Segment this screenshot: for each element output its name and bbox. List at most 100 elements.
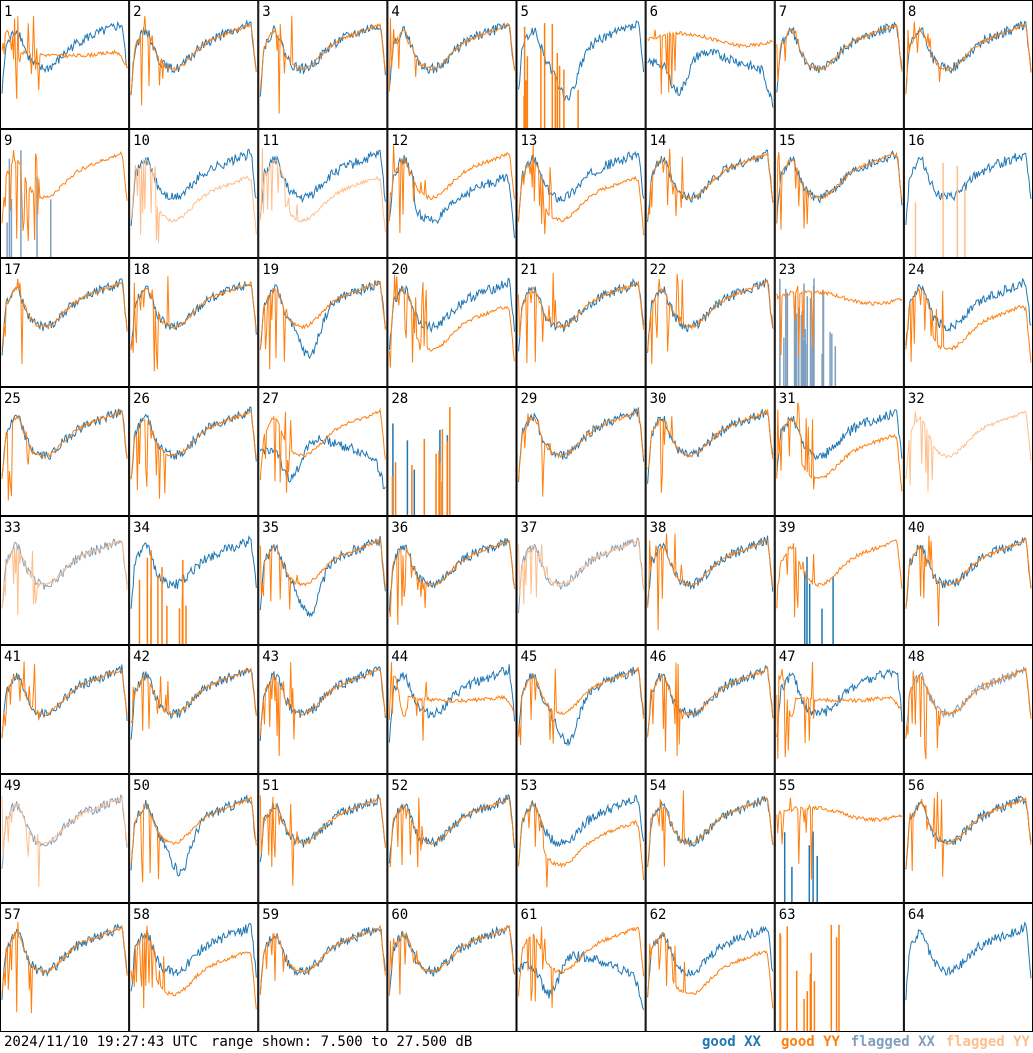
good-yy-line [259,795,386,886]
good-yy-line [518,272,645,364]
good-xx-line [130,793,257,877]
good-yy-line [647,931,774,1009]
panel-label: 45 [521,649,538,665]
panel-frame [774,0,904,129]
panel-24: 24 [903,258,1033,387]
panel-frame [387,516,517,645]
panel-frame [645,0,775,129]
panel-label: 55 [779,778,796,794]
good-xx-line [905,152,1032,225]
panel-64: 64 [903,903,1033,1032]
legend-good-xx: good XX [701,1034,761,1050]
panel-frame [903,129,1033,258]
good-yy-line [130,15,257,106]
panel-34: 34 [129,516,259,645]
good-yy-line [647,148,774,220]
flagged-yy-line [1,539,128,616]
panel-label: 32 [908,391,925,407]
good-xx-line [388,793,515,864]
flagged-yy-line [905,411,1032,492]
panel-frame [774,129,904,258]
good-xx-line [130,535,257,609]
panel-label: 13 [521,133,538,149]
flagged-yy-line [259,148,386,233]
panel-22: 22 [645,258,775,387]
panel-frame [0,129,130,258]
panel-label: 37 [521,520,538,536]
panel-label: 60 [391,907,408,923]
panel-label: 3 [262,4,270,20]
panel-43: 43 [258,645,388,774]
good-yy-line [1,16,128,99]
panel-label: 56 [908,778,925,794]
panel-45: 45 [516,645,646,774]
good-xx-line [1,20,128,94]
good-xx-line [259,149,386,218]
flagged-yy-spikes [914,163,966,257]
good-xx-line [905,20,1032,95]
good-xx-line [518,794,645,865]
panel-label: 52 [391,778,408,794]
good-yy-line [647,408,774,493]
good-yy-line [259,661,386,756]
range-text: range shown: 7.500 to 27.500 dB [211,1034,473,1050]
footer: 2024/11/10 19:27:43 UTC range shown: 7.5… [0,1032,1033,1053]
panel-label: 61 [521,907,538,923]
good-yy-spikes [138,550,187,644]
panel-label: 28 [391,391,408,407]
panel-label: 42 [133,649,150,665]
panel-label: 33 [4,520,21,536]
panel-frame [258,0,388,129]
panel-27: 27 [258,387,388,516]
good-yy-line [647,790,774,868]
panel-49: 49 [0,774,130,903]
good-yy-line [130,925,257,1010]
good-xx-line [518,407,645,483]
good-yy-line [518,144,645,236]
panel-36: 36 [387,516,517,645]
good-yy-line [259,407,386,493]
panel-label: 58 [133,907,150,923]
good-xx-line [130,148,257,227]
panel-frame [387,903,517,1032]
panel-label: 5 [521,4,529,20]
panel-frame [903,774,1033,903]
panel-label: 24 [908,262,925,278]
panel-frame [516,774,646,903]
panel-label: 50 [133,778,150,794]
panel-frame [774,645,904,774]
good-yy-line [647,662,774,757]
good-yy-line [1,409,128,501]
panel-label: 23 [779,262,796,278]
good-yy-line [776,661,903,759]
panel-label: 47 [779,649,796,665]
panel-57: 57 [0,903,130,1032]
panel-label: 36 [391,520,408,536]
good-xx-line [776,668,903,738]
good-yy-line [388,539,515,625]
panel-label: 16 [908,133,925,149]
panel-label: 59 [262,907,279,923]
panel-label: 1 [4,4,12,20]
panel-label: 26 [133,391,150,407]
panel-frame [645,516,775,645]
panel-label: 20 [391,262,408,278]
good-xx-line [388,22,515,89]
panel-label: 49 [4,778,21,794]
panel-frame [0,0,130,129]
panel-6: 6 [645,0,775,129]
good-xx-line [776,21,903,93]
good-yy-line [518,409,645,497]
panel-62: 62 [645,903,775,1032]
panel-label: 40 [908,520,925,536]
panel-1: 1 [0,0,130,129]
panel-label: 34 [133,520,150,536]
panel-53: 53 [516,774,646,903]
panel-label: 44 [391,649,408,665]
panel-label: 43 [262,649,279,665]
panel-29: 29 [516,387,646,516]
good-yy-line [388,144,515,234]
good-yy-line [259,280,386,370]
panel-16: 16 [903,129,1033,258]
